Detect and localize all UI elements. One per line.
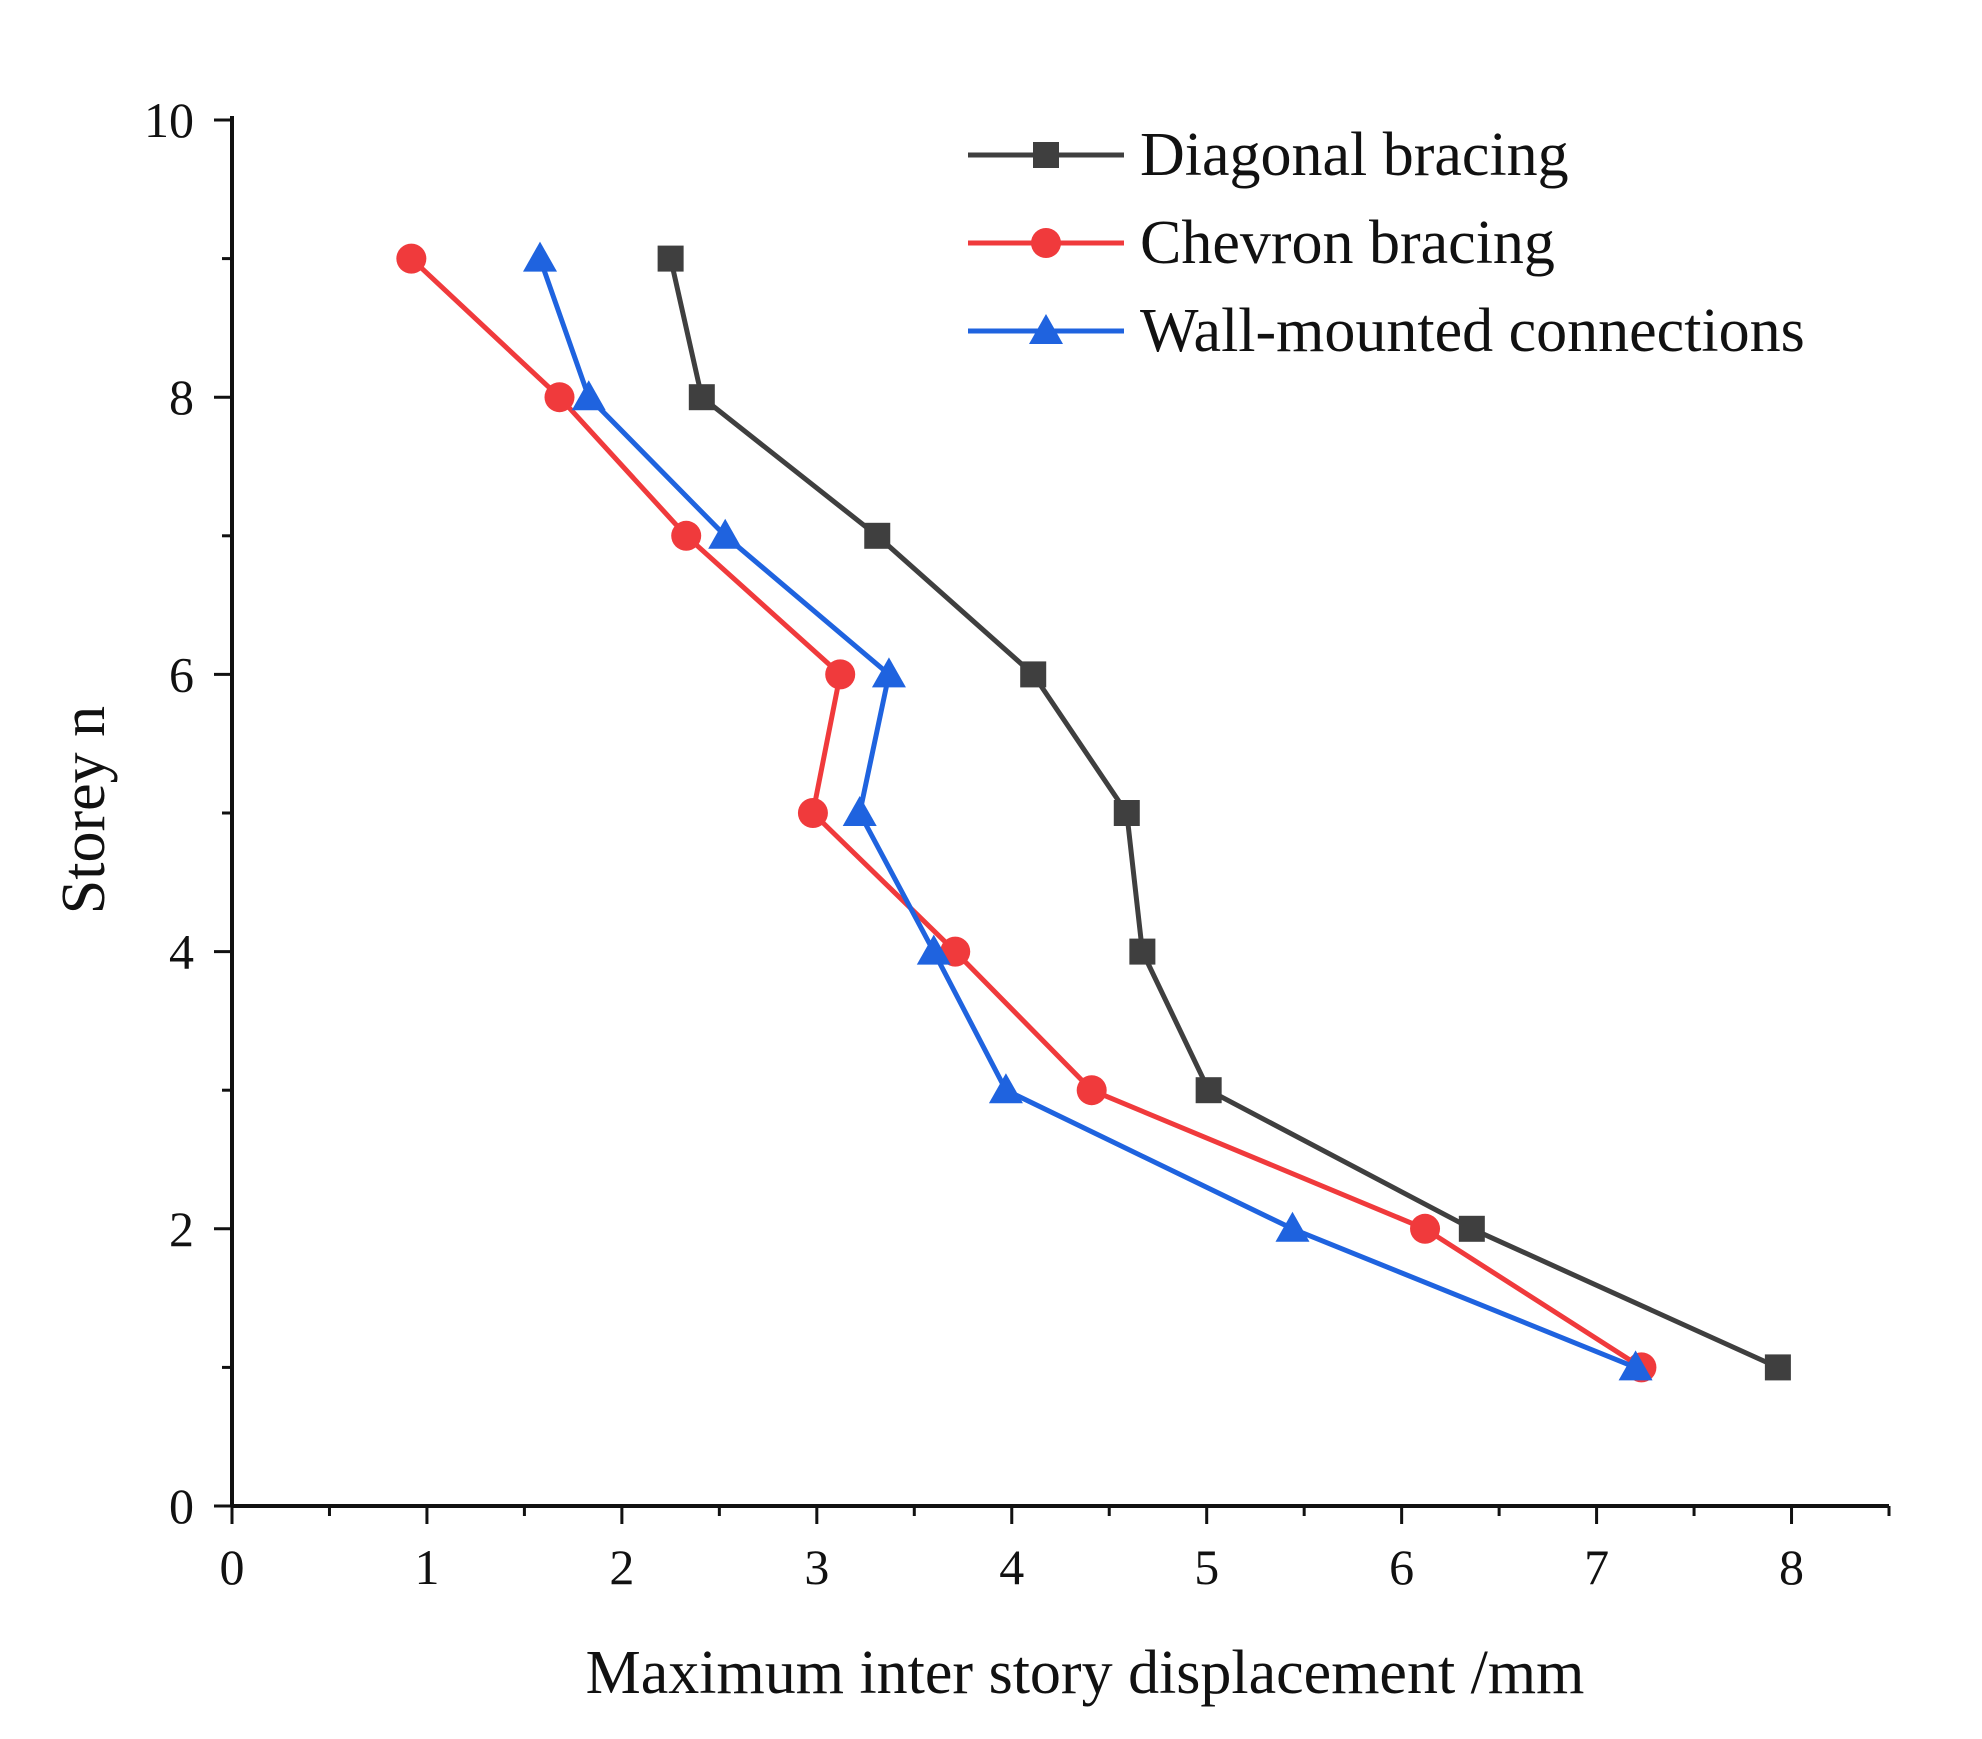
y-tick-label: 0 (169, 1478, 194, 1534)
legend-marker-triangle (1029, 314, 1063, 344)
data-point-circle (671, 520, 702, 551)
y-tick-label: 10 (144, 92, 194, 148)
data-point-triangle (988, 1073, 1023, 1104)
data-point-circle (396, 243, 427, 274)
legend-marker-square (1033, 142, 1059, 168)
data-point-square (1020, 661, 1047, 688)
data-point-square (1764, 1354, 1791, 1381)
data-point-circle (544, 382, 575, 413)
x-tick-label: 1 (414, 1539, 439, 1595)
data-point-circle (825, 659, 856, 690)
x-tick-label: 0 (220, 1539, 245, 1595)
y-axis-title: Storey n (50, 706, 118, 914)
y-tick-label: 8 (169, 369, 194, 425)
legend-entry: Diagonal bracing (968, 121, 1569, 189)
data-point-square (1195, 1077, 1222, 1104)
data-point-square (1113, 800, 1140, 826)
x-tick-label: 6 (1389, 1539, 1414, 1595)
data-point-triangle (842, 796, 877, 826)
x-axis-title: Maximum inter story displacement /mm (586, 1639, 1585, 1707)
data-point-triangle (1275, 1211, 1310, 1242)
series-wall-mounted-connections (523, 241, 1653, 1381)
data-point-circle (797, 798, 828, 828)
legend-entry: Wall-mounted connections (968, 297, 1805, 365)
data-point-square (657, 245, 684, 272)
legend: Diagonal bracing Chevron bracing Wall-moun… (968, 121, 1805, 365)
legend-label: Wall-mounted connections (1140, 297, 1805, 365)
data-point-triangle (708, 518, 743, 549)
x-tick-label: 5 (1194, 1539, 1219, 1595)
axes: 0 1 2 3 4 5 6 7 8 0 2 4 6 8 10 (144, 92, 1891, 1595)
data-point-square (1458, 1215, 1485, 1242)
data-point-triangle (871, 657, 906, 688)
data-point-triangle (571, 380, 606, 411)
data-point-square (688, 384, 715, 411)
data-point-triangle (1618, 1350, 1653, 1381)
legend-marker-circle (1031, 228, 1061, 258)
data-point-triangle (916, 934, 951, 965)
data-point-circle (1076, 1075, 1107, 1106)
x-tick-label: 7 (1584, 1539, 1609, 1595)
data-point-square (1129, 938, 1156, 965)
data-point-circle (940, 936, 971, 967)
x-tick-label: 8 (1779, 1539, 1804, 1595)
x-tick-label: 4 (999, 1539, 1024, 1595)
series-chevron-bracing (396, 243, 1657, 1383)
legend-label: Diagonal bracing (1140, 121, 1569, 189)
legend-label: Chevron bracing (1140, 209, 1555, 277)
y-tick-label: 4 (169, 924, 194, 980)
series-diagonal-bracing (657, 245, 1791, 1381)
data-point-square (864, 522, 891, 549)
legend-entry: Chevron bracing (968, 209, 1555, 277)
data-point-triangle (523, 241, 558, 272)
y-tick-label: 2 (169, 1201, 194, 1257)
x-tick-label: 2 (609, 1539, 634, 1595)
y-tick-label: 6 (169, 646, 194, 702)
x-tick-label: 3 (804, 1539, 829, 1595)
series-layer (396, 241, 1791, 1383)
data-point-circle (1410, 1213, 1441, 1244)
